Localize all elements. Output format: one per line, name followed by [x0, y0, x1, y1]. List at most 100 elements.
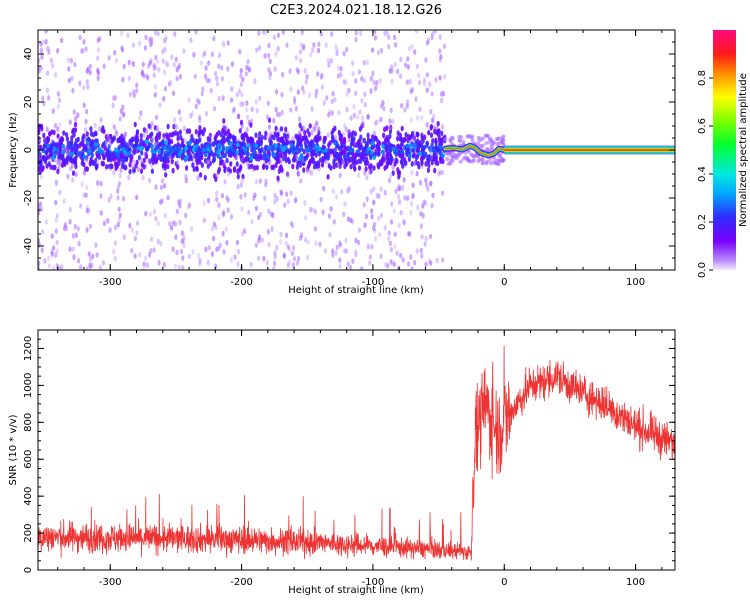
- spectrogram-cell: [86, 84, 90, 90]
- spectrogram-cell: [425, 181, 429, 188]
- spectrogram-cell: [175, 249, 179, 256]
- spectrogram-cell: [113, 49, 117, 56]
- spectrogram-cell: [114, 57, 119, 64]
- spectrogram-cell: [142, 267, 146, 270]
- spectrogram-cell: [156, 238, 160, 245]
- spectrogram-cell: [241, 101, 245, 107]
- spectrogram-cell: [68, 246, 72, 252]
- spectrogram-cell: [168, 154, 172, 161]
- spectrogram-cell: [60, 153, 64, 159]
- spectrogram-cell: [495, 137, 500, 141]
- spectrogram-cell: [212, 141, 216, 147]
- spectrogram-cell: [164, 60, 168, 66]
- spectrogram-cell: [429, 233, 433, 240]
- spectrogram-cell: [440, 130, 444, 137]
- spectrogram-cell: [315, 120, 319, 126]
- spectrogram-cell: [222, 160, 226, 166]
- spectrogram-cell: [130, 154, 134, 160]
- spectrogram-cell: [203, 147, 207, 152]
- spectrogram-cell: [152, 149, 157, 155]
- spectrogram-cell: [41, 148, 46, 154]
- spectrogram-cell: [108, 153, 112, 159]
- spectrogram-cell: [96, 69, 101, 76]
- spectrogram-cell: [420, 115, 424, 121]
- spectrogram-cell: [457, 135, 462, 139]
- colorbar-gradient: [713, 30, 736, 270]
- spectrogram-cell: [396, 68, 400, 75]
- spectrogram-cell: [397, 193, 401, 200]
- spectrogram-cell: [370, 144, 374, 151]
- spectrogram-cell: [480, 143, 485, 148]
- spectrogram-cell: [258, 131, 262, 137]
- spectrogram-cell: [135, 194, 139, 201]
- spectrogram-cell: [408, 153, 412, 158]
- spectrogram-cell: [200, 162, 204, 168]
- spectrogram-cell: [165, 153, 169, 159]
- spectrogram-cell: [282, 132, 287, 138]
- spectrogram-cell: [230, 86, 234, 92]
- spectrogram-cell: [426, 167, 430, 173]
- spectrogram-cell: [239, 182, 243, 188]
- spectrogram-cell: [289, 142, 294, 148]
- spectrogram-cell: [347, 157, 351, 164]
- spectrogram-cell: [204, 110, 209, 117]
- spectrogram-cell: [342, 248, 347, 254]
- spectrogram-cell: [88, 161, 92, 167]
- spectrogram-cell: [220, 75, 224, 82]
- spectrogram-cell: [331, 188, 335, 195]
- spectrogram-cell: [303, 129, 307, 136]
- spectrogram-cell: [286, 135, 290, 142]
- spectrogram-cell: [303, 200, 307, 206]
- spectrogram-cell: [194, 103, 198, 110]
- spectrogram-cell: [189, 146, 193, 152]
- spectrogram-cell: [267, 42, 271, 49]
- spectrogram-cell: [74, 149, 78, 155]
- spectrogram-cell: [119, 152, 123, 158]
- spectrogram-cell: [269, 139, 273, 146]
- spectrogram-cell: [173, 263, 177, 269]
- spectrogram-cell: [426, 37, 430, 43]
- spectrogram-cell: [51, 108, 55, 114]
- spectrogram-cell: [239, 119, 244, 126]
- spectrogram-cell: [406, 195, 410, 201]
- spectrogram-cell: [240, 149, 244, 155]
- spectrogram-cell: [410, 201, 414, 207]
- spectrogram-cell: [42, 132, 46, 139]
- spectrogram-cell: [56, 48, 60, 54]
- spectrogram-cell: [363, 222, 367, 228]
- spectrogram-cell: [67, 144, 71, 150]
- spectrogram-cell: [323, 248, 327, 254]
- spectrogram-cell: [365, 149, 369, 155]
- spectrogram-cell: [229, 161, 233, 167]
- spectrogram-cell: [434, 154, 438, 161]
- spectrogram-cell: [359, 134, 363, 140]
- spectrogram-cell: [351, 60, 355, 67]
- spectrogram-cell: [438, 48, 442, 54]
- spectrogram-cell: [198, 257, 202, 264]
- spectrogram-cell: [240, 178, 244, 184]
- spectrogram-cell: [264, 130, 268, 137]
- spectrogram-cell: [356, 172, 361, 179]
- spectrogram-cell: [419, 223, 423, 229]
- spectrogram-cell: [419, 247, 423, 254]
- spectrogram-cell: [276, 148, 280, 155]
- spectrogram-cell: [280, 190, 284, 197]
- spectrogram-cell: [142, 164, 146, 170]
- spectrogram-cell: [298, 122, 302, 128]
- spectrogram-cell: [376, 215, 381, 222]
- spectrogram-cell: [397, 170, 402, 176]
- spectrogram-cell: [74, 156, 78, 162]
- spectrogram-cell: [131, 42, 136, 48]
- spectrogram-cell: [326, 155, 330, 161]
- spectrogram-cell: [184, 146, 188, 151]
- spectrogram-cell: [317, 126, 321, 132]
- spectrogram-cell: [154, 145, 159, 151]
- spectrogram-cell: [304, 215, 308, 221]
- spectrogram-cell: [318, 157, 323, 163]
- spectrogram-cell: [317, 41, 321, 48]
- spectrogram-cell: [314, 93, 318, 99]
- spectrogram-cell: [193, 153, 197, 159]
- spectrogram-cell: [307, 160, 312, 166]
- spectrogram-cell: [119, 167, 123, 173]
- spectrogram-cell: [309, 51, 313, 58]
